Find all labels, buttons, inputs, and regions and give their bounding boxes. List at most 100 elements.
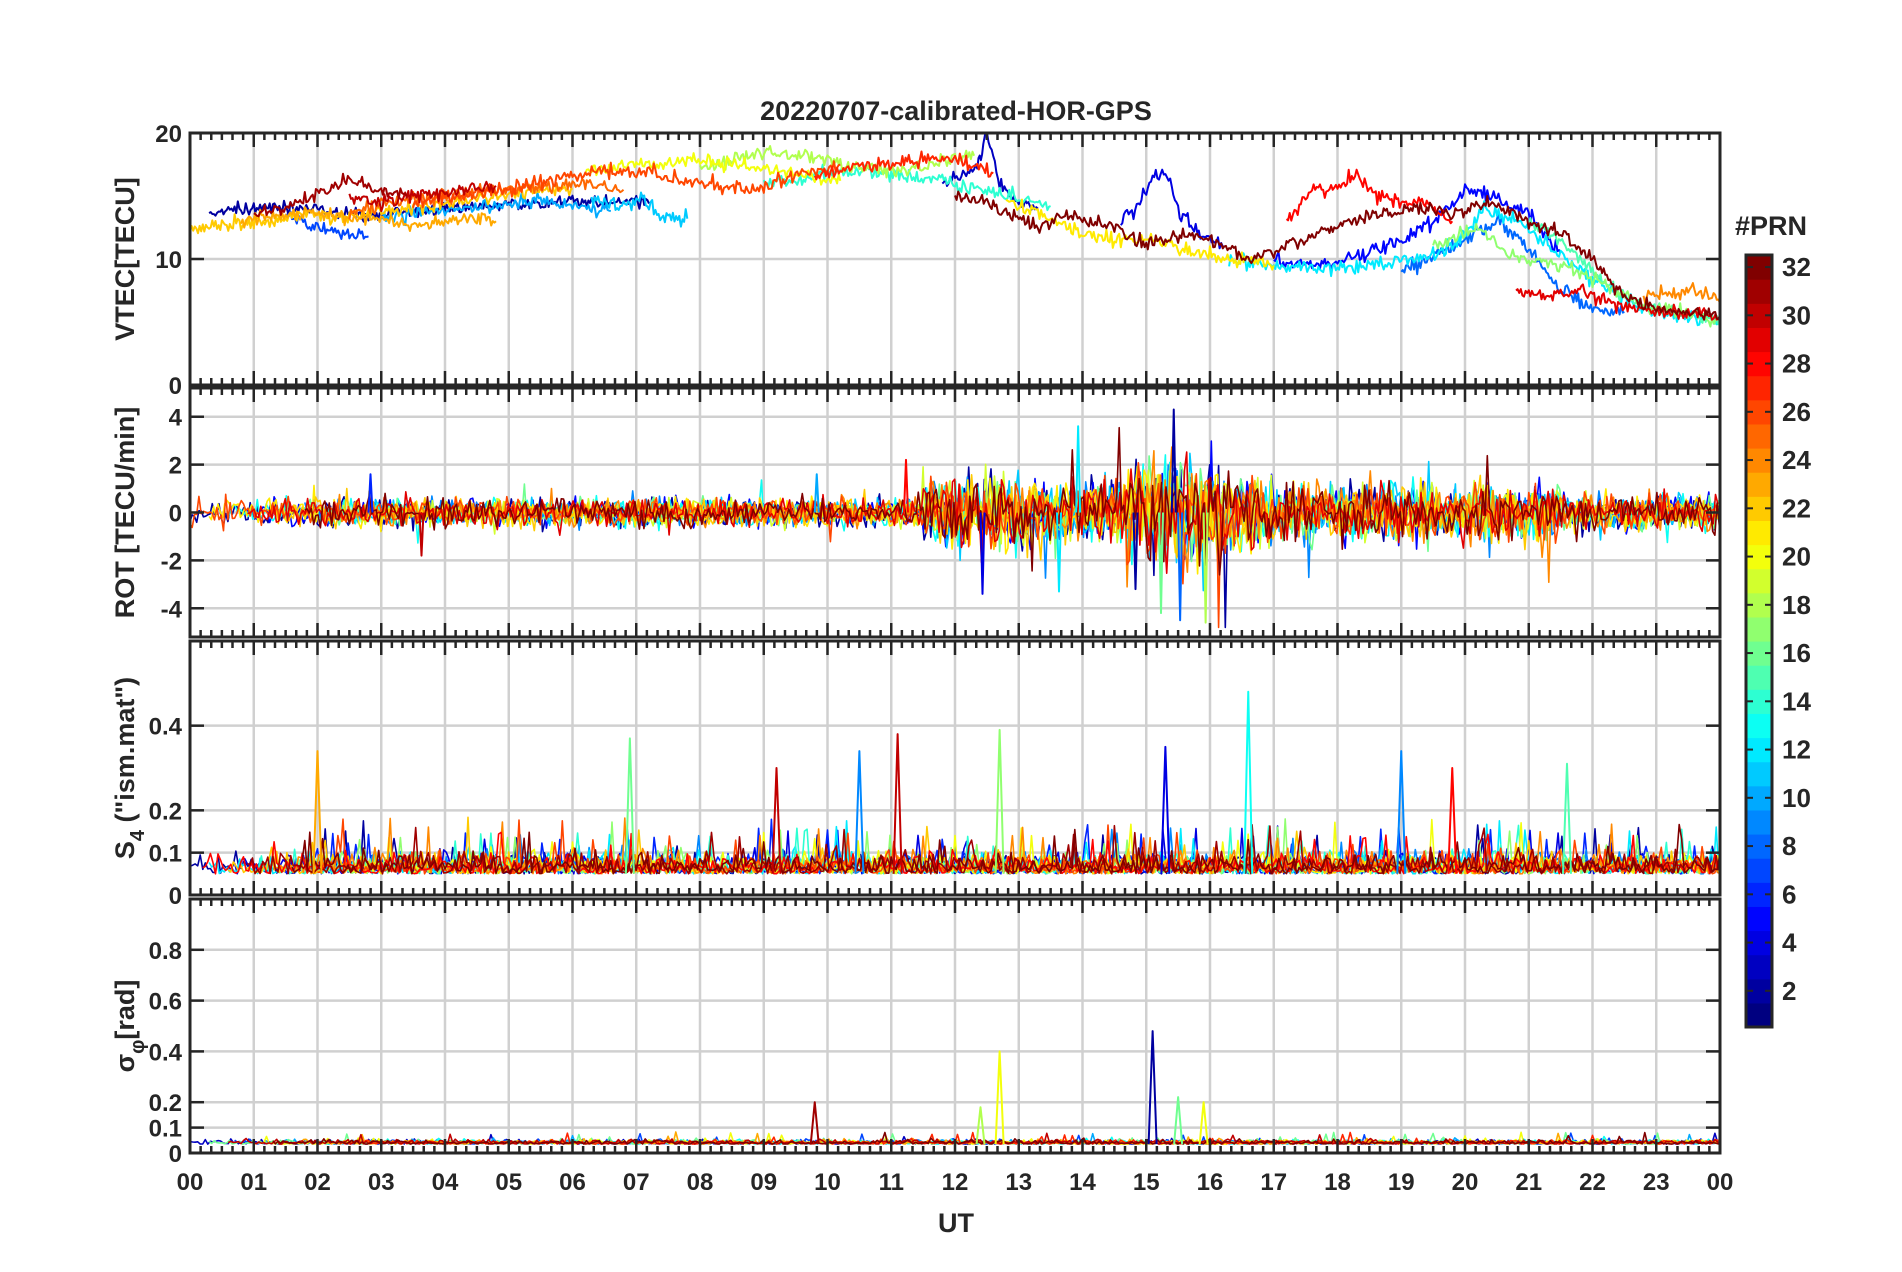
- rot-panel: -4 -2 0 2 4 ROT [TECU/min]: [110, 386, 1722, 639]
- y-tick-label: 0: [169, 373, 182, 400]
- series-prn-32: [291, 823, 1720, 875]
- y-tick-label: 10: [155, 247, 182, 274]
- colorbar-tick-label: 30: [1782, 300, 1811, 330]
- vtec-series-prn-29: [1515, 283, 1720, 321]
- x-tick-label: 19: [1388, 1169, 1415, 1196]
- y-tick-label: 0: [169, 883, 182, 910]
- colorbar-tick-label: 16: [1782, 638, 1811, 668]
- x-tick-labels: 00 01 02 03 04 05 06 07 08 09 10 11 12 13 14 15 16 17 18 19…: [177, 1169, 1734, 1196]
- x-tick-label: 20: [1452, 1169, 1479, 1196]
- peak-mark: [312, 750, 323, 874]
- y-tick-label: 0.6: [149, 989, 182, 1016]
- x-tick-label: 07: [623, 1169, 650, 1196]
- peak-mark: [1562, 762, 1572, 874]
- y-axis-label-subscript: 4: [127, 829, 149, 841]
- colorbar-tick-label: 14: [1782, 686, 1811, 716]
- rot-spike: [367, 473, 374, 513]
- x-tick-label: 16: [1197, 1169, 1224, 1196]
- colorbar-tick-label: 24: [1782, 445, 1811, 475]
- rot-spike: [1158, 512, 1164, 615]
- y-axis-label-subscript: φ: [127, 1040, 149, 1054]
- rot-spike: [1132, 512, 1139, 591]
- x-tick-label: 00: [1707, 1169, 1734, 1196]
- vtec-series-prn-24: [1642, 282, 1720, 304]
- colorbar-tick-label: 4: [1782, 928, 1797, 958]
- colorbar-tick-label: 6: [1782, 879, 1796, 909]
- vtec-series-prn-32: [954, 190, 1720, 321]
- vtec-series-prn-20: [584, 152, 842, 186]
- colorbar-swatch: [1746, 520, 1772, 546]
- rot-spike: [813, 473, 820, 513]
- vtec-series-prn-30: [348, 180, 497, 213]
- rot-spike: [1177, 512, 1184, 622]
- series-prn-20: [342, 818, 1720, 875]
- x-tick-label: 23: [1643, 1169, 1670, 1196]
- colorbar-swatch: [1746, 568, 1772, 594]
- x-tick-label: 06: [559, 1169, 586, 1196]
- colorbar-swatch: [1746, 327, 1772, 353]
- x-tick-label: 13: [1005, 1169, 1032, 1196]
- vtec-series-prn-26: [412, 160, 841, 209]
- rot-spike: [1075, 425, 1082, 513]
- x-tick-label: 12: [942, 1169, 969, 1196]
- x-tick-label: 15: [1133, 1169, 1160, 1196]
- x-tick-label: 08: [687, 1169, 714, 1196]
- peak-mark: [1396, 750, 1407, 874]
- rot-spike: [418, 512, 425, 557]
- y-tick-label: 0.4: [149, 1039, 183, 1066]
- y-axis-label: S4 ("ism.mat"): [110, 677, 149, 859]
- y-axis-label: ROT [TECU/min]: [110, 407, 140, 618]
- peak-mark: [975, 1106, 986, 1145]
- y-tick-label: 0.2: [149, 798, 182, 825]
- vtec-series-prn-4: [1120, 168, 1224, 250]
- peak-mark: [1173, 1096, 1184, 1145]
- colorbar-tick-label: 26: [1782, 397, 1811, 427]
- colorbar-swatch: [1746, 665, 1772, 690]
- peak-mark: [1243, 690, 1254, 874]
- y-axis-label: VTEC[TECU]: [110, 177, 140, 341]
- grid: [190, 899, 1720, 1153]
- sigma-phi-panel: 00.10.20.40.60.8σφ[rad]: [110, 897, 1722, 1168]
- colorbar-tick-label: 10: [1782, 783, 1811, 813]
- colorbar-label: #PRN: [1735, 211, 1807, 241]
- y-tick-label: 2: [169, 453, 182, 480]
- vtec-series-prn-11: [590, 191, 689, 228]
- peak-mark: [809, 1101, 820, 1145]
- colorbar-tick-label: 22: [1782, 493, 1811, 523]
- vtec-series-prn-31: [253, 172, 408, 218]
- colorbar-tick-label: 18: [1782, 590, 1811, 620]
- x-tick-label: 05: [495, 1169, 522, 1196]
- peak-mark: [994, 1050, 1005, 1145]
- y-tick-label: -2: [161, 548, 182, 575]
- peak-mark: [854, 750, 865, 874]
- y-axis-label-suffix: [rad]: [110, 980, 140, 1040]
- peak-mark: [1160, 745, 1171, 874]
- chart-title: 20220707-calibrated-HOR-GPS: [760, 96, 1152, 126]
- colorbar-swatch: [1746, 423, 1772, 449]
- rot-series-prn-29: [247, 451, 1719, 575]
- colorbar-tick-label: 2: [1782, 976, 1796, 1006]
- rot-spike: [1056, 512, 1062, 593]
- vtec-series-prn-10: [381, 191, 612, 227]
- y-tick-label: 0: [169, 501, 182, 528]
- y-tick-label: 0.1: [149, 1116, 182, 1143]
- tick-marks: [188, 641, 1722, 897]
- colorbar-tick-label: 20: [1782, 542, 1811, 572]
- colorbar-tick-label: 12: [1782, 735, 1811, 765]
- y-tick-label: -4: [161, 596, 183, 623]
- vtec-series-prn-22: [190, 183, 573, 235]
- y-tick-label: 20: [155, 121, 182, 148]
- colorbar-swatch: [1746, 858, 1772, 883]
- x-tick-label: 21: [1515, 1169, 1542, 1196]
- colorbar-swatch: [1746, 713, 1772, 739]
- vtec-series-prn-18: [699, 145, 976, 179]
- s4-panel: 00.10.20.4S4 ("ism.mat"): [110, 639, 1722, 910]
- x-tick-label: 22: [1579, 1169, 1606, 1196]
- x-tick-label: 17: [1260, 1169, 1287, 1196]
- colorbar-swatch: [1746, 809, 1772, 835]
- y-axis-label-main: σ: [110, 1054, 140, 1072]
- rot-spike: [903, 458, 909, 513]
- rot-series-prn-32: [304, 426, 1720, 576]
- x-tick-label: 03: [368, 1169, 395, 1196]
